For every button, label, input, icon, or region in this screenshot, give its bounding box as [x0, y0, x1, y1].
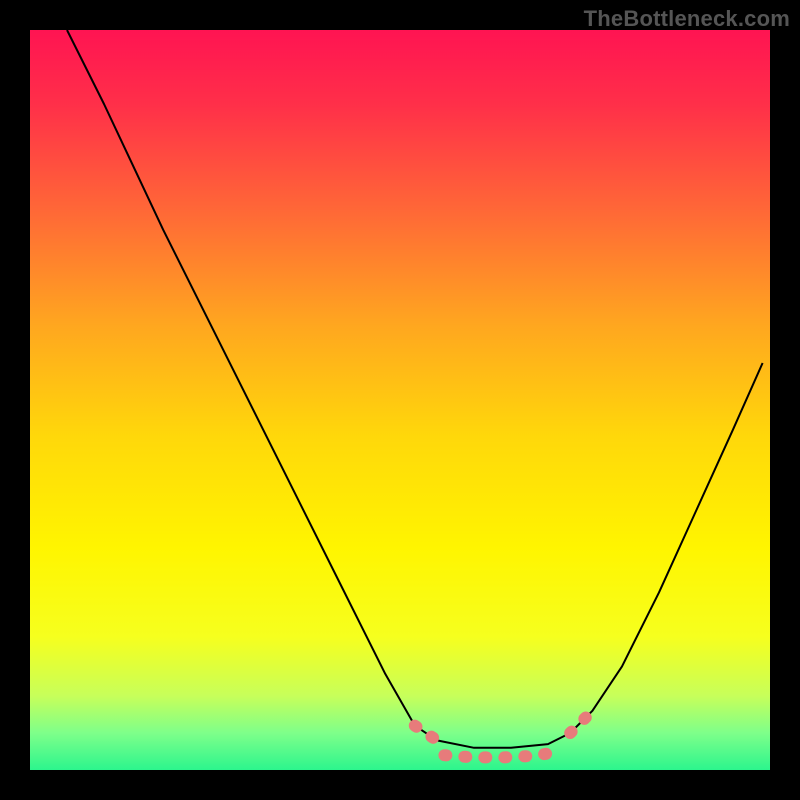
- chart-stage: TheBottleneck.com: [0, 0, 800, 800]
- plot-area: [30, 30, 770, 770]
- curve-overlay: [30, 30, 770, 770]
- bottleneck-curve: [67, 30, 763, 748]
- watermark-text: TheBottleneck.com: [584, 6, 790, 32]
- highlight-segment-1: [444, 752, 555, 757]
- highlight-group: [415, 711, 593, 758]
- highlight-segment-2: [570, 711, 592, 733]
